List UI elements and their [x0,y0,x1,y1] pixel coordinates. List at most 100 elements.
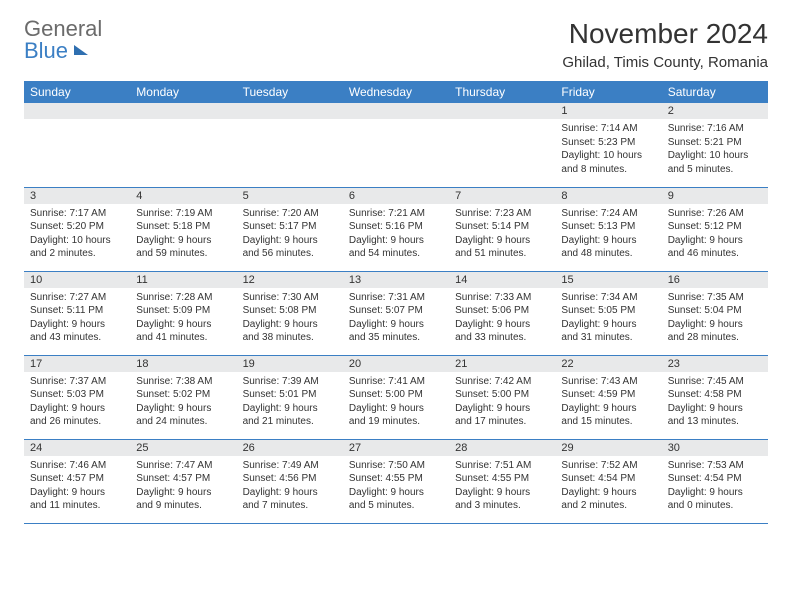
day-number: 14 [449,272,555,288]
day-details: Sunrise: 7:35 AMSunset: 5:04 PMDaylight:… [662,288,768,349]
day-number: 28 [449,440,555,456]
day-number: 10 [24,272,130,288]
day-number: 11 [130,272,236,288]
logo-triangle-icon [74,45,88,55]
day-details: Sunrise: 7:49 AMSunset: 4:56 PMDaylight:… [237,456,343,517]
calendar-day-cell: 16Sunrise: 7:35 AMSunset: 5:04 PMDayligh… [662,271,768,355]
month-title: November 2024 [562,18,768,50]
day-details: Sunrise: 7:42 AMSunset: 5:00 PMDaylight:… [449,372,555,433]
calendar-day-cell: 23Sunrise: 7:45 AMSunset: 4:58 PMDayligh… [662,355,768,439]
calendar-day-cell [130,103,236,187]
calendar-day-cell: 21Sunrise: 7:42 AMSunset: 5:00 PMDayligh… [449,355,555,439]
calendar-day-cell: 6Sunrise: 7:21 AMSunset: 5:16 PMDaylight… [343,187,449,271]
weekday-header: Friday [555,81,661,103]
calendar-table: SundayMondayTuesdayWednesdayThursdayFrid… [24,81,768,524]
day-details: Sunrise: 7:50 AMSunset: 4:55 PMDaylight:… [343,456,449,517]
day-details: Sunrise: 7:28 AMSunset: 5:09 PMDaylight:… [130,288,236,349]
day-details: Sunrise: 7:33 AMSunset: 5:06 PMDaylight:… [449,288,555,349]
calendar-day-cell: 10Sunrise: 7:27 AMSunset: 5:11 PMDayligh… [24,271,130,355]
weekday-header: Saturday [662,81,768,103]
day-number: 29 [555,440,661,456]
location-text: Ghilad, Timis County, Romania [562,54,768,71]
day-number: 19 [237,356,343,372]
day-number: 5 [237,188,343,204]
calendar-day-cell: 28Sunrise: 7:51 AMSunset: 4:55 PMDayligh… [449,439,555,523]
day-details: Sunrise: 7:19 AMSunset: 5:18 PMDaylight:… [130,204,236,265]
calendar-day-cell: 20Sunrise: 7:41 AMSunset: 5:00 PMDayligh… [343,355,449,439]
day-details: Sunrise: 7:43 AMSunset: 4:59 PMDaylight:… [555,372,661,433]
calendar-day-cell [343,103,449,187]
calendar-week-row: 3Sunrise: 7:17 AMSunset: 5:20 PMDaylight… [24,187,768,271]
day-details: Sunrise: 7:47 AMSunset: 4:57 PMDaylight:… [130,456,236,517]
logo-line2: Blue [24,40,68,62]
calendar-day-cell: 9Sunrise: 7:26 AMSunset: 5:12 PMDaylight… [662,187,768,271]
day-number: 2 [662,103,768,119]
day-details: Sunrise: 7:37 AMSunset: 5:03 PMDaylight:… [24,372,130,433]
day-number: 8 [555,188,661,204]
calendar-day-cell: 22Sunrise: 7:43 AMSunset: 4:59 PMDayligh… [555,355,661,439]
day-details: Sunrise: 7:38 AMSunset: 5:02 PMDaylight:… [130,372,236,433]
calendar-day-cell: 27Sunrise: 7:50 AMSunset: 4:55 PMDayligh… [343,439,449,523]
calendar-week-row: 17Sunrise: 7:37 AMSunset: 5:03 PMDayligh… [24,355,768,439]
calendar-week-row: 24Sunrise: 7:46 AMSunset: 4:57 PMDayligh… [24,439,768,523]
page-header: General Blue November 2024 Ghilad, Timis… [24,18,768,71]
day-details: Sunrise: 7:16 AMSunset: 5:21 PMDaylight:… [662,119,768,180]
empty-day [449,103,555,119]
calendar-day-cell: 24Sunrise: 7:46 AMSunset: 4:57 PMDayligh… [24,439,130,523]
empty-day [237,103,343,119]
calendar-week-row: 10Sunrise: 7:27 AMSunset: 5:11 PMDayligh… [24,271,768,355]
weekday-header-row: SundayMondayTuesdayWednesdayThursdayFrid… [24,81,768,103]
day-number: 7 [449,188,555,204]
day-number: 3 [24,188,130,204]
day-details: Sunrise: 7:39 AMSunset: 5:01 PMDaylight:… [237,372,343,433]
day-details: Sunrise: 7:24 AMSunset: 5:13 PMDaylight:… [555,204,661,265]
day-details: Sunrise: 7:14 AMSunset: 5:23 PMDaylight:… [555,119,661,180]
day-number: 13 [343,272,449,288]
calendar-day-cell: 19Sunrise: 7:39 AMSunset: 5:01 PMDayligh… [237,355,343,439]
logo-line1: General [24,18,102,40]
calendar-day-cell: 25Sunrise: 7:47 AMSunset: 4:57 PMDayligh… [130,439,236,523]
day-details: Sunrise: 7:21 AMSunset: 5:16 PMDaylight:… [343,204,449,265]
day-number: 12 [237,272,343,288]
day-number: 21 [449,356,555,372]
day-number: 17 [24,356,130,372]
day-number: 27 [343,440,449,456]
day-number: 26 [237,440,343,456]
day-details: Sunrise: 7:23 AMSunset: 5:14 PMDaylight:… [449,204,555,265]
calendar-day-cell: 1Sunrise: 7:14 AMSunset: 5:23 PMDaylight… [555,103,661,187]
day-number: 15 [555,272,661,288]
calendar-day-cell: 14Sunrise: 7:33 AMSunset: 5:06 PMDayligh… [449,271,555,355]
empty-day [343,103,449,119]
day-details: Sunrise: 7:41 AMSunset: 5:00 PMDaylight:… [343,372,449,433]
calendar-day-cell: 30Sunrise: 7:53 AMSunset: 4:54 PMDayligh… [662,439,768,523]
day-number: 24 [24,440,130,456]
weekday-header: Wednesday [343,81,449,103]
day-details: Sunrise: 7:27 AMSunset: 5:11 PMDaylight:… [24,288,130,349]
calendar-day-cell: 2Sunrise: 7:16 AMSunset: 5:21 PMDaylight… [662,103,768,187]
calendar-day-cell: 5Sunrise: 7:20 AMSunset: 5:17 PMDaylight… [237,187,343,271]
day-details: Sunrise: 7:30 AMSunset: 5:08 PMDaylight:… [237,288,343,349]
day-number: 6 [343,188,449,204]
title-block: November 2024 Ghilad, Timis County, Roma… [562,18,768,71]
day-number: 4 [130,188,236,204]
calendar-day-cell [24,103,130,187]
day-details: Sunrise: 7:46 AMSunset: 4:57 PMDaylight:… [24,456,130,517]
calendar-day-cell [237,103,343,187]
day-number: 18 [130,356,236,372]
empty-day [24,103,130,119]
day-details: Sunrise: 7:53 AMSunset: 4:54 PMDaylight:… [662,456,768,517]
calendar-day-cell: 11Sunrise: 7:28 AMSunset: 5:09 PMDayligh… [130,271,236,355]
calendar-day-cell: 8Sunrise: 7:24 AMSunset: 5:13 PMDaylight… [555,187,661,271]
calendar-week-row: 1Sunrise: 7:14 AMSunset: 5:23 PMDaylight… [24,103,768,187]
day-details: Sunrise: 7:45 AMSunset: 4:58 PMDaylight:… [662,372,768,433]
calendar-day-cell: 4Sunrise: 7:19 AMSunset: 5:18 PMDaylight… [130,187,236,271]
day-details: Sunrise: 7:52 AMSunset: 4:54 PMDaylight:… [555,456,661,517]
day-details: Sunrise: 7:20 AMSunset: 5:17 PMDaylight:… [237,204,343,265]
day-details: Sunrise: 7:17 AMSunset: 5:20 PMDaylight:… [24,204,130,265]
logo: General Blue [24,18,102,62]
day-number: 16 [662,272,768,288]
day-number: 22 [555,356,661,372]
day-number: 20 [343,356,449,372]
calendar-day-cell [449,103,555,187]
calendar-day-cell: 12Sunrise: 7:30 AMSunset: 5:08 PMDayligh… [237,271,343,355]
